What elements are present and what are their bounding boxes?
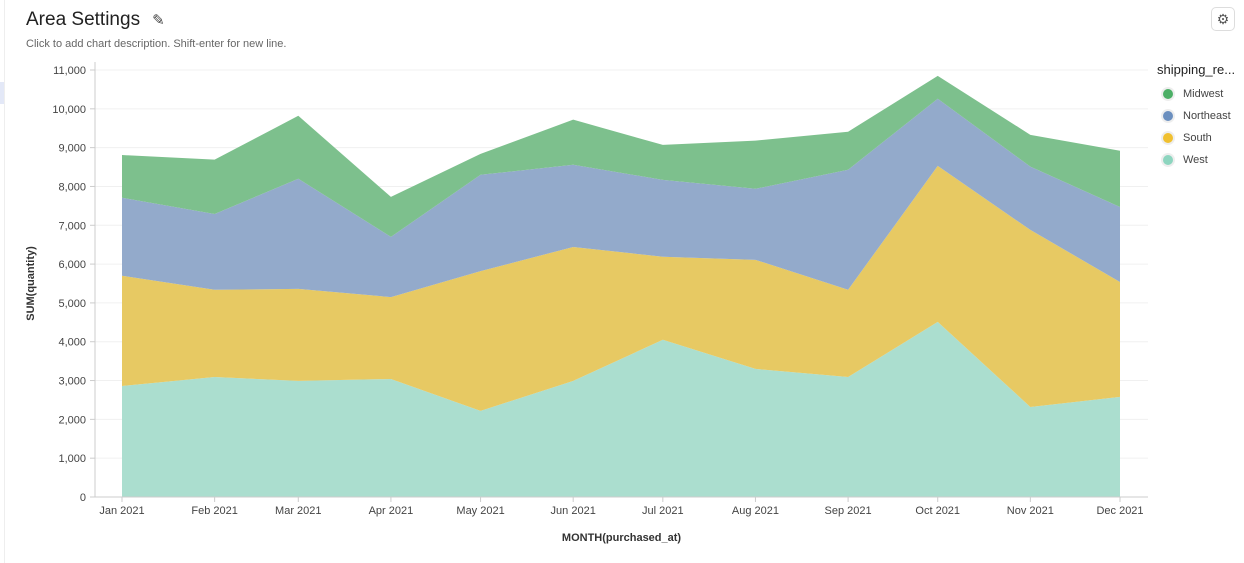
y-tick-label: 6,000 — [58, 259, 86, 271]
x-tick-label: Sep 2021 — [825, 505, 872, 517]
legend-item-south[interactable]: South — [1157, 127, 1235, 149]
x-tick-label: Nov 2021 — [1007, 505, 1054, 517]
x-tick-label: Dec 2021 — [1096, 505, 1143, 517]
y-tick-label: 4,000 — [58, 337, 86, 349]
y-tick-label: 3,000 — [58, 376, 86, 388]
left-rail-marker — [0, 82, 4, 104]
x-tick-label: Feb 2021 — [191, 505, 237, 517]
pencil-icon[interactable]: ✎ — [152, 12, 165, 29]
y-tick-label: 1,000 — [58, 453, 86, 465]
x-axis-label: MONTH(purchased_at) — [562, 532, 682, 544]
y-tick-label: 2,000 — [58, 414, 86, 426]
y-tick-label: 8,000 — [58, 181, 86, 193]
x-tick-label: Oct 2021 — [915, 505, 960, 517]
x-tick-label: Mar 2021 — [275, 505, 321, 517]
legend-swatch — [1163, 133, 1173, 143]
legend: shipping_re... Midwest Northeast South West — [1157, 62, 1235, 171]
legend-label: West — [1183, 154, 1208, 166]
x-tick-label: May 2021 — [456, 505, 504, 517]
x-tick-label: Aug 2021 — [732, 505, 779, 517]
legend-title: shipping_re... — [1157, 62, 1236, 77]
area-northeast — [122, 98, 1120, 298]
legend-item-west[interactable]: West — [1157, 149, 1235, 171]
legend-label: Northeast — [1183, 110, 1231, 122]
area-midwest — [122, 75, 1120, 237]
legend-swatch — [1163, 155, 1173, 165]
area-south — [122, 165, 1120, 411]
y-tick-label: 0 — [80, 492, 86, 504]
legend-item-northeast[interactable]: Northeast — [1157, 105, 1235, 127]
legend-label: South — [1183, 132, 1212, 144]
y-axis-label: SUM(quantity) — [25, 246, 37, 321]
gear-icon[interactable]: ⚙ — [1211, 7, 1235, 31]
x-tick-label: Jan 2021 — [99, 505, 144, 517]
x-tick-label: Jul 2021 — [642, 505, 684, 517]
y-tick-label: 9,000 — [58, 143, 86, 155]
x-tick-label: Apr 2021 — [369, 505, 414, 517]
area-west — [122, 321, 1120, 497]
y-tick-label: 11,000 — [53, 65, 86, 77]
left-rail — [0, 0, 5, 563]
legend-item-midwest[interactable]: Midwest — [1157, 83, 1235, 105]
chart-title-row: Area Settings ✎ — [26, 9, 165, 31]
legend-label: Midwest — [1183, 88, 1224, 100]
legend-swatch — [1163, 111, 1173, 121]
y-tick-label: 5,000 — [58, 298, 86, 310]
legend-swatch — [1163, 89, 1173, 99]
chart-description[interactable]: Click to add chart description. Shift-en… — [26, 38, 287, 50]
chart-title[interactable]: Area Settings — [26, 9, 141, 30]
y-tick-label: 10,000 — [52, 104, 86, 116]
y-tick-label: 7,000 — [58, 220, 86, 232]
x-tick-label: Jun 2021 — [551, 505, 596, 517]
